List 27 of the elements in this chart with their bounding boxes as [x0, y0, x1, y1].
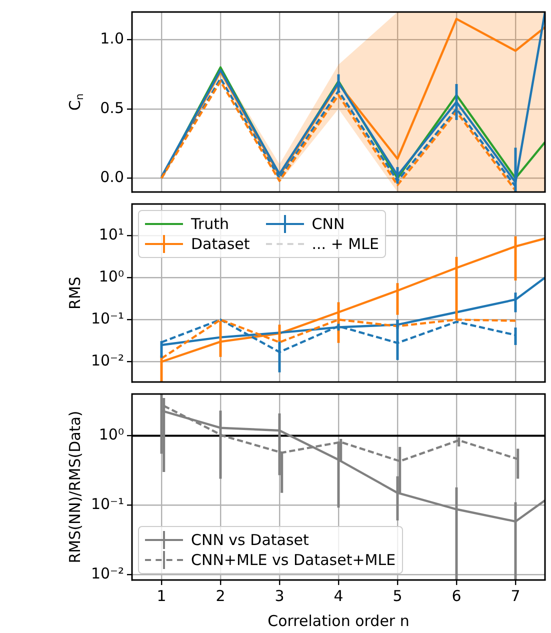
- y-tick-label: 10⁻²: [90, 564, 124, 582]
- legend-label: CNN: [312, 215, 345, 233]
- y-tick-label: 10¹: [98, 225, 124, 244]
- legend-label: CNN vs Dataset: [191, 531, 309, 549]
- x-tick-label: 2: [216, 586, 226, 605]
- legend-label: ... + MLE: [312, 235, 379, 253]
- y-tick-label: 10⁻¹: [90, 494, 124, 513]
- y-axis-title: RMS(NN)/RMS(Data): [66, 410, 84, 564]
- y-tick-label: 0.0: [100, 168, 124, 186]
- legend-label: CNN+MLE vs Dataset+MLE: [191, 551, 396, 569]
- y-axis-title: Cn: [66, 93, 86, 111]
- y-tick-label: 10⁻¹: [90, 310, 124, 328]
- y-tick-label: 10⁻²: [90, 352, 124, 370]
- y-axis-title: RMS: [66, 276, 84, 310]
- legend-label: Truth: [191, 215, 230, 233]
- x-tick-label: 1: [156, 586, 166, 605]
- y-tick-label: 10⁰: [98, 267, 124, 286]
- x-axis-title: Correlation order n: [268, 612, 410, 630]
- y-tick-label: 10⁰: [98, 426, 124, 444]
- x-tick-label: 4: [334, 586, 344, 605]
- x-tick-label: 3: [274, 586, 284, 605]
- x-tick-label: 6: [452, 586, 462, 605]
- x-tick-label: 7: [510, 586, 520, 605]
- x-tick-label: 5: [392, 586, 402, 605]
- y-tick-label: 0.5: [100, 98, 124, 117]
- legend-label: Dataset: [191, 235, 250, 253]
- y-tick-label: 1.0: [100, 30, 124, 48]
